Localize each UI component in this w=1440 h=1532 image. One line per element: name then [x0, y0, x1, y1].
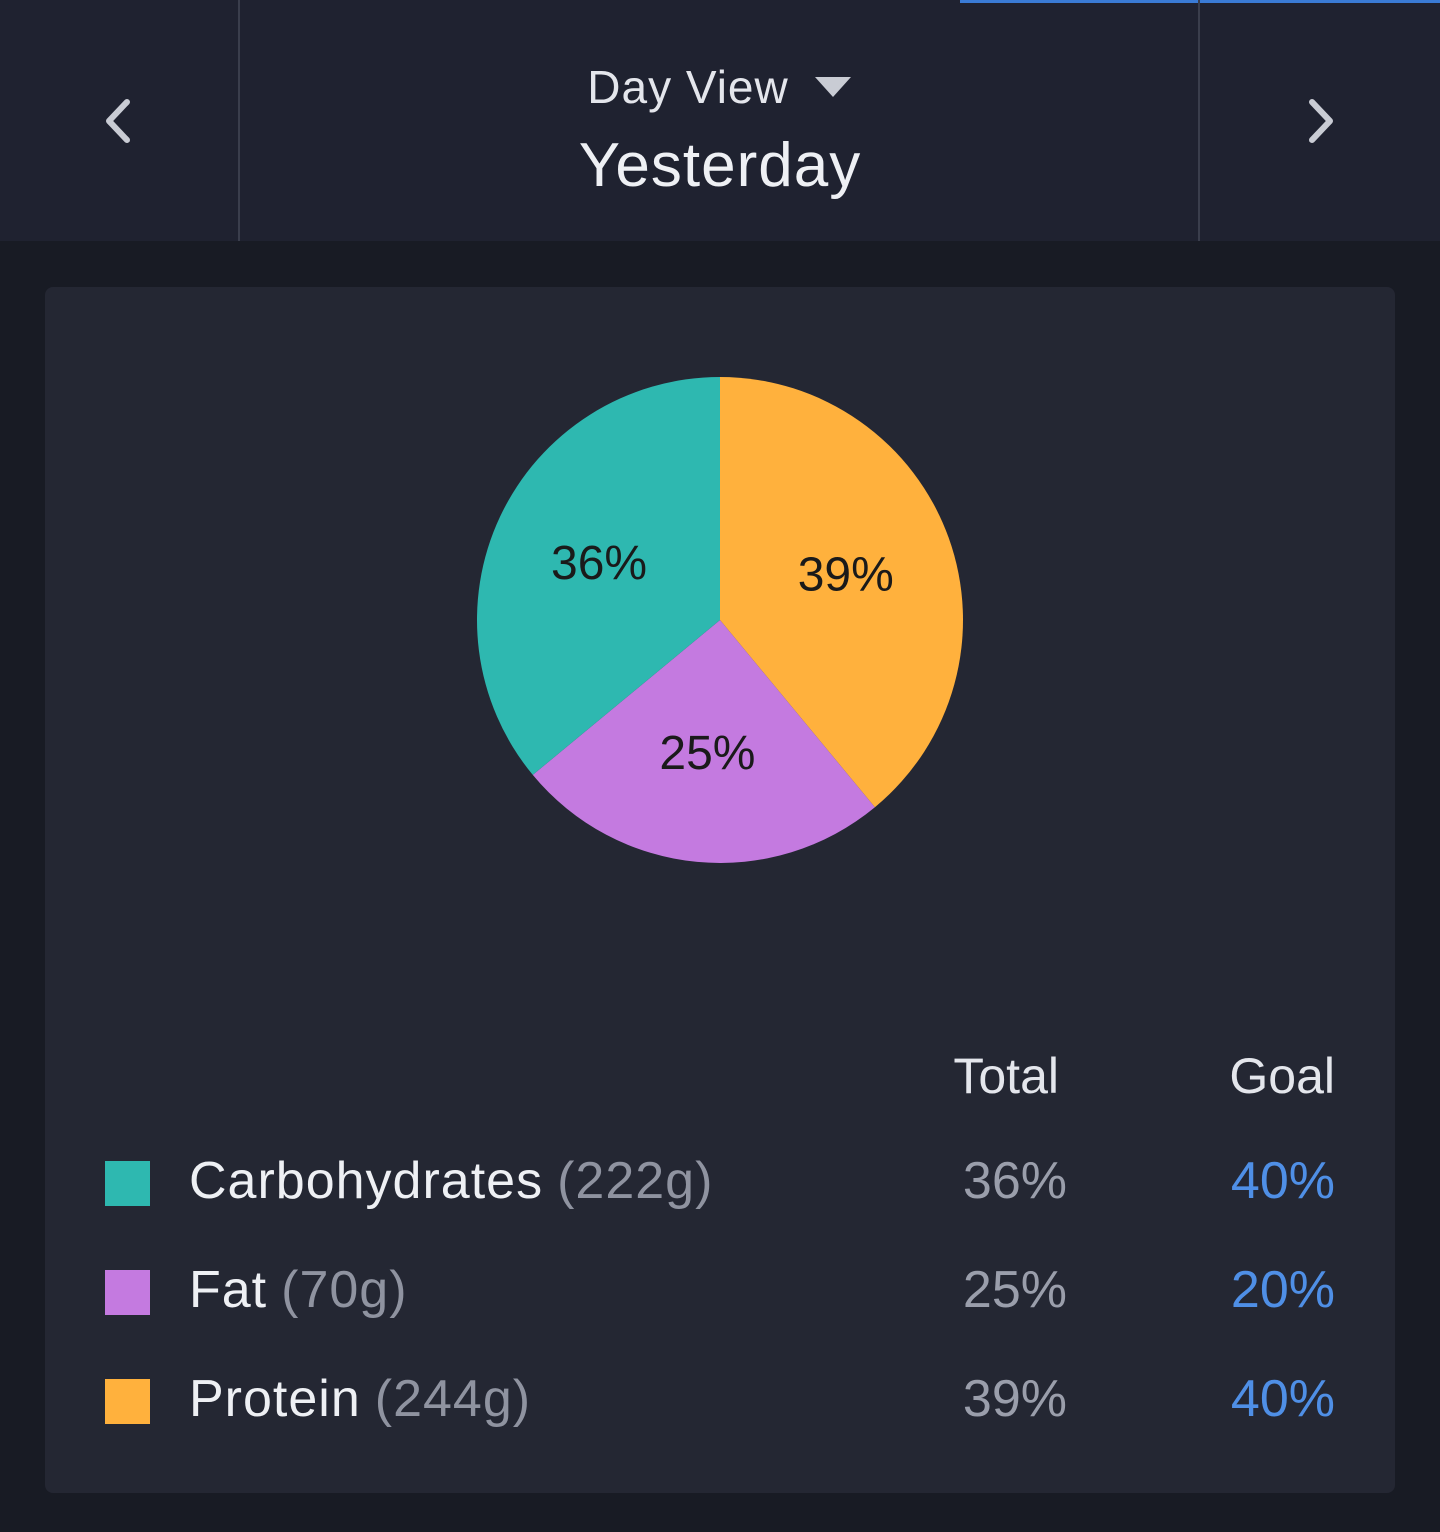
chevron-left-icon — [106, 98, 130, 143]
macro-name: Carbohydrates — [189, 1152, 544, 1210]
fat-color-swatch — [105, 1270, 150, 1315]
macro-total-percent: 25% — [962, 1261, 1067, 1319]
total-column-header: Total — [953, 1048, 1059, 1104]
macro-total-percent: 39% — [962, 1370, 1067, 1428]
pie-slice-fat — [532, 620, 875, 863]
macro-total-percent: 36% — [962, 1152, 1067, 1210]
view-mode-label: Day View — [587, 61, 789, 113]
date-navigation-header: Day View Yesterday — [0, 0, 1440, 241]
macro-name: Protein — [189, 1370, 361, 1428]
pie-label-protein: 39% — [798, 549, 894, 602]
macro-row-protein: Protein (244g) 39% 40% — [45, 1363, 1395, 1443]
macro-row-carbohydrates: Carbohydrates (222g) 36% 40% — [45, 1145, 1395, 1225]
macro-grams: (244g) — [374, 1370, 532, 1428]
carbohydrates-color-swatch — [105, 1161, 150, 1206]
macro-grams: (222g) — [557, 1152, 714, 1210]
previous-day-button[interactable] — [0, 0, 240, 241]
view-selector: Day View Yesterday — [242, 0, 1198, 241]
macro-row-fat: Fat (70g) 25% 20% — [45, 1254, 1395, 1334]
pie-label-carbohydrates: 36% — [551, 537, 647, 590]
macro-goal-percent[interactable]: 40% — [1230, 1370, 1335, 1428]
protein-color-swatch — [105, 1379, 150, 1424]
chevron-right-icon — [1309, 98, 1333, 143]
macro-name: Fat — [189, 1261, 268, 1319]
macros-pie-chart: 39% 25% 36% — [476, 377, 963, 863]
macro-goal-percent[interactable]: 20% — [1230, 1261, 1335, 1319]
active-tab-indicator — [960, 0, 1440, 3]
goal-column-header: Goal — [1229, 1048, 1335, 1104]
pie-slice-carbohydrates — [476, 377, 720, 775]
pie-slice-protein — [720, 377, 963, 808]
macro-goal-percent[interactable]: 40% — [1230, 1152, 1335, 1210]
next-day-button[interactable] — [1198, 0, 1440, 241]
macro-grams: (70g) — [281, 1261, 408, 1319]
macros-card: 39% 25% 36% Total Goal Carbohydrates (222g)… — [45, 287, 1395, 1493]
pie-label-fat: 25% — [659, 727, 755, 780]
view-mode-dropdown[interactable]: Day View — [242, 60, 1198, 114]
selected-date-label: Yesterday — [578, 131, 862, 200]
caret-down-icon — [814, 77, 851, 97]
